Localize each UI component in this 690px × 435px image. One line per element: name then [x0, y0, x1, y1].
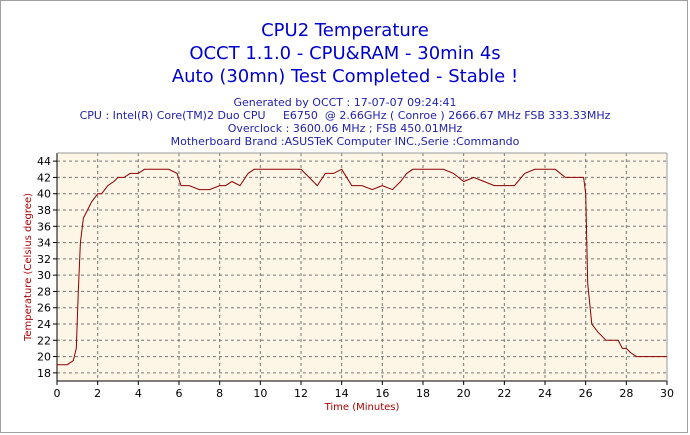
x-axis-ticks: 0 2 4 6 8 10 12 14 16 18 20 22 24 26 28 30 [54, 381, 674, 400]
y-tick-label: 28 [37, 285, 51, 298]
y-tick-label: 34 [37, 237, 51, 250]
info-motherboard: Motherboard Brand :ASUSTeK Computer INC.… [170, 135, 520, 148]
x-tick-label: 20 [457, 387, 471, 400]
y-tick-label: 24 [37, 318, 51, 331]
y-tick-label: 40 [37, 188, 51, 201]
x-tick-label: 24 [538, 387, 552, 400]
x-tick-label: 0 [54, 387, 61, 400]
x-tick-label: 22 [497, 387, 511, 400]
x-tick-label: 18 [416, 387, 430, 400]
x-tick-label: 4 [135, 387, 142, 400]
x-tick-label: 16 [375, 387, 389, 400]
chart-subtitle: OCCT 1.1.0 - CPU&RAM - 30min 4s [189, 43, 501, 64]
temperature-series-line [57, 168, 667, 366]
y-tick-label: 42 [37, 171, 51, 184]
y-tick-label: 22 [37, 334, 51, 347]
x-tick-label: 26 [579, 387, 593, 400]
grid-lines [57, 153, 667, 381]
x-tick-label: 10 [253, 387, 267, 400]
x-tick-label: 8 [216, 387, 223, 400]
y-tick-label: 20 [37, 351, 51, 364]
y-tick-label: 44 [37, 155, 51, 168]
test-status: Auto (30mn) Test Completed - Stable ! [171, 66, 519, 87]
info-generated: Generated by OCCT : 17-07-07 09:24:41 [233, 96, 457, 109]
y-tick-label: 30 [37, 269, 51, 282]
y-tick-label: 26 [37, 302, 51, 315]
y-tick-label: 32 [37, 253, 51, 266]
x-tick-label: 14 [335, 387, 349, 400]
y-axis-label: Temperature (Celsius degree) [23, 193, 34, 342]
y-axis-ticks: 18 20 22 24 26 28 30 32 34 36 38 40 42 44 [37, 155, 57, 380]
x-tick-label: 30 [660, 387, 674, 400]
x-tick-label: 12 [294, 387, 308, 400]
axes [56, 152, 668, 382]
x-tick-label: 6 [176, 387, 183, 400]
plot-area [57, 153, 667, 381]
x-axis-label: Time (Minutes) [324, 402, 400, 413]
y-tick-label: 36 [37, 220, 51, 233]
chart-title: CPU2 Temperature [261, 20, 429, 41]
y-tick-label: 38 [37, 204, 51, 217]
y-tick-label: 18 [37, 367, 51, 380]
x-tick-label: 28 [619, 387, 633, 400]
x-tick-label: 2 [94, 387, 101, 400]
info-overclock: Overclock : 3600.06 MHz ; FSB 450.01MHz [227, 122, 463, 135]
info-cpu: CPU : Intel(R) Core(TM)2 Duo CPU E6750 @… [79, 109, 611, 122]
